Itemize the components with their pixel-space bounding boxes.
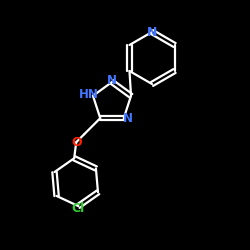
Text: N: N [147,26,157,38]
Text: N: N [107,74,117,88]
Text: Cl: Cl [72,202,85,214]
Text: HN: HN [79,88,99,101]
Text: N: N [123,112,133,125]
Text: O: O [71,136,82,149]
